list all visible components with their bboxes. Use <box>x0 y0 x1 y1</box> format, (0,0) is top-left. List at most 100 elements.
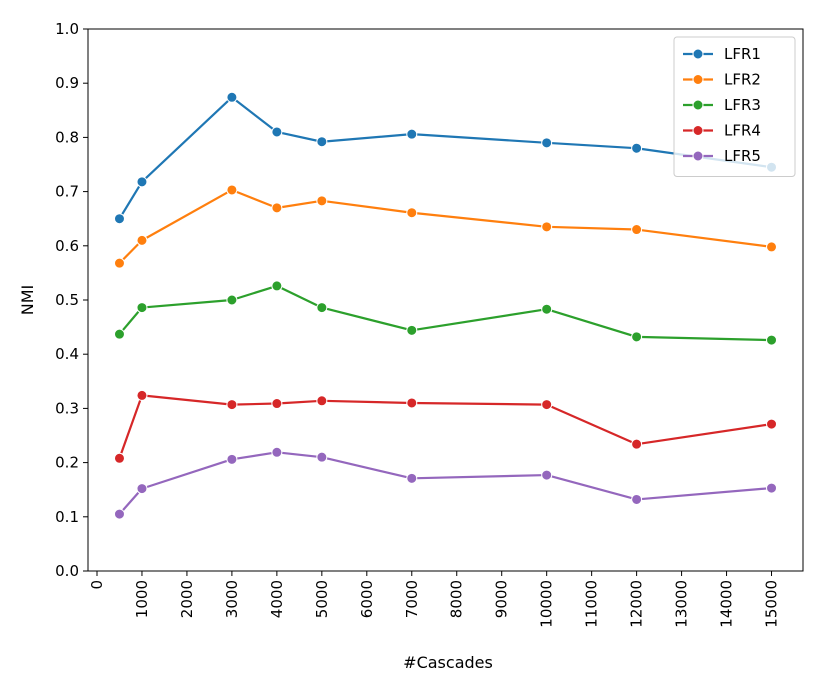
legend-swatch-marker <box>692 74 704 85</box>
data-point <box>631 438 643 450</box>
y-tick-label: 0.9 <box>55 74 79 92</box>
legend-label: LFR5 <box>724 147 761 165</box>
series-layer <box>113 91 778 520</box>
data-point <box>541 137 553 149</box>
data-point <box>113 328 125 340</box>
legend: LFR1 LFR2 LFR3 LFR4 LFR5 <box>673 36 796 177</box>
data-point <box>316 195 328 207</box>
data-point <box>631 493 643 505</box>
data-point <box>271 280 283 292</box>
data-point <box>113 257 125 269</box>
x-tick-label: 12000 <box>628 580 646 628</box>
legend-label: LFR1 <box>724 45 761 63</box>
y-tick-label: 0.0 <box>55 562 79 580</box>
x-axis-ticks: 0 1000 2000 3000 4000 5000 6000 7000 8000 9000 100… <box>88 571 781 628</box>
data-point <box>406 207 418 219</box>
x-tick-label: 5000 <box>313 580 331 618</box>
data-point <box>226 294 238 306</box>
y-tick-label: 0.5 <box>55 291 79 309</box>
data-point <box>766 334 778 346</box>
legend-item-lfr5: LFR5 <box>683 147 761 165</box>
data-point <box>541 303 553 315</box>
data-point <box>766 482 778 494</box>
data-point <box>136 234 148 246</box>
data-point <box>226 184 238 196</box>
data-point <box>316 451 328 463</box>
y-tick-label: 1.0 <box>55 20 79 38</box>
x-tick-label: 11000 <box>583 580 601 628</box>
data-point <box>406 397 418 409</box>
legend-label: LFR3 <box>724 96 761 114</box>
data-point <box>136 483 148 495</box>
legend-label: LFR4 <box>724 122 761 140</box>
data-point <box>226 91 238 103</box>
data-point <box>766 418 778 430</box>
plot-frame <box>87 28 804 572</box>
data-point <box>271 126 283 138</box>
data-point <box>316 395 328 407</box>
y-tick-label: 0.8 <box>55 128 79 146</box>
data-point <box>226 453 238 465</box>
x-tick-label: 1000 <box>133 580 151 618</box>
data-point <box>226 399 238 411</box>
x-tick-label: 4000 <box>268 580 286 618</box>
x-tick-label: 3000 <box>223 580 241 618</box>
legend-swatch-marker <box>692 48 704 60</box>
legend-swatch-marker <box>692 125 704 136</box>
data-point <box>316 136 328 148</box>
x-axis-label: #Cascades <box>403 653 493 672</box>
y-tick-label: 0.1 <box>55 508 79 526</box>
y-tick-label: 0.3 <box>55 399 79 417</box>
data-point <box>541 221 553 233</box>
x-tick-label: 7000 <box>403 580 421 618</box>
legend-item-lfr2: LFR2 <box>683 71 761 89</box>
x-tick-label: 14000 <box>718 580 736 628</box>
legend-swatch-marker <box>692 99 704 111</box>
data-point <box>406 128 418 140</box>
series-lfr1 <box>113 91 778 225</box>
data-point <box>271 398 283 410</box>
legend-item-lfr4: LFR4 <box>683 122 761 140</box>
data-point <box>136 176 148 188</box>
y-tick-label: 0.2 <box>55 454 79 472</box>
y-axis-label: NMI <box>18 285 37 316</box>
x-tick-label: 6000 <box>358 580 376 618</box>
x-tick-label: 13000 <box>673 580 691 628</box>
x-tick-label: 9000 <box>493 580 511 618</box>
data-point <box>631 331 643 343</box>
x-tick-label: 0 <box>88 580 106 590</box>
series-lfr3 <box>113 280 778 346</box>
data-point <box>631 224 643 236</box>
data-point <box>631 142 643 154</box>
x-tick-label: 10000 <box>538 580 556 628</box>
legend-box <box>673 36 796 177</box>
data-point <box>541 399 553 411</box>
data-point <box>271 446 283 458</box>
y-tick-label: 0.6 <box>55 237 79 255</box>
x-tick-label: 2000 <box>178 580 196 618</box>
x-tick-label: 8000 <box>448 580 466 618</box>
y-axis-ticks: 0.0 0.1 0.2 0.3 0.4 0.5 0.6 0.7 0.8 0.9 1.0 <box>55 20 88 580</box>
legend-item-lfr1: LFR1 <box>683 45 761 63</box>
data-point <box>766 241 778 253</box>
data-point <box>406 472 418 484</box>
y-tick-label: 0.4 <box>55 345 79 363</box>
y-tick-label: 0.7 <box>55 183 79 201</box>
legend-label: LFR2 <box>724 71 761 89</box>
legend-swatch-marker <box>692 150 704 162</box>
data-point <box>541 469 553 481</box>
data-point <box>316 302 328 314</box>
series-lfr5 <box>113 446 778 520</box>
data-point <box>136 389 148 401</box>
data-point <box>113 508 125 520</box>
legend-item-lfr3: LFR3 <box>683 96 761 114</box>
series-lfr4 <box>113 389 778 464</box>
x-tick-label: 15000 <box>763 580 781 628</box>
data-point <box>271 202 283 214</box>
data-point <box>136 302 148 314</box>
series-lfr2 <box>113 184 778 269</box>
data-point <box>406 324 418 336</box>
data-point <box>113 452 125 464</box>
data-point <box>113 213 125 225</box>
